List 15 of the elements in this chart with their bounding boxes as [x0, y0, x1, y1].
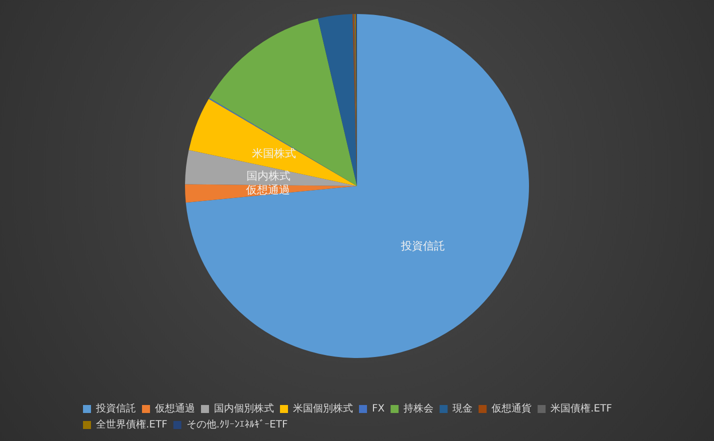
- slice-label: 投資信託: [400, 239, 445, 252]
- slice-label: 仮想通過: [246, 183, 290, 196]
- legend-label: 持株会: [404, 402, 434, 414]
- text: 国内株式: [246, 170, 291, 183]
- legend-label: 国内個別株式: [214, 402, 274, 414]
- legend-label: 全世界債権.ETF: [96, 418, 168, 430]
- legend-label: 現金: [452, 402, 473, 414]
- legend-label: その他.ｸﾘｰﾝｴﾈﾙｷﾞｰETF: [186, 418, 288, 430]
- legend-label: FX: [372, 404, 385, 414]
- legend-label: 投資信託: [95, 402, 136, 414]
- text: 米国株式: [252, 147, 296, 160]
- legend-label: 仮想通過: [155, 402, 195, 414]
- legend-label: 仮想通貨: [492, 402, 532, 414]
- legend-label: 米国個別株式: [293, 402, 353, 414]
- legend-label: 米国債権.ETF: [550, 402, 612, 414]
